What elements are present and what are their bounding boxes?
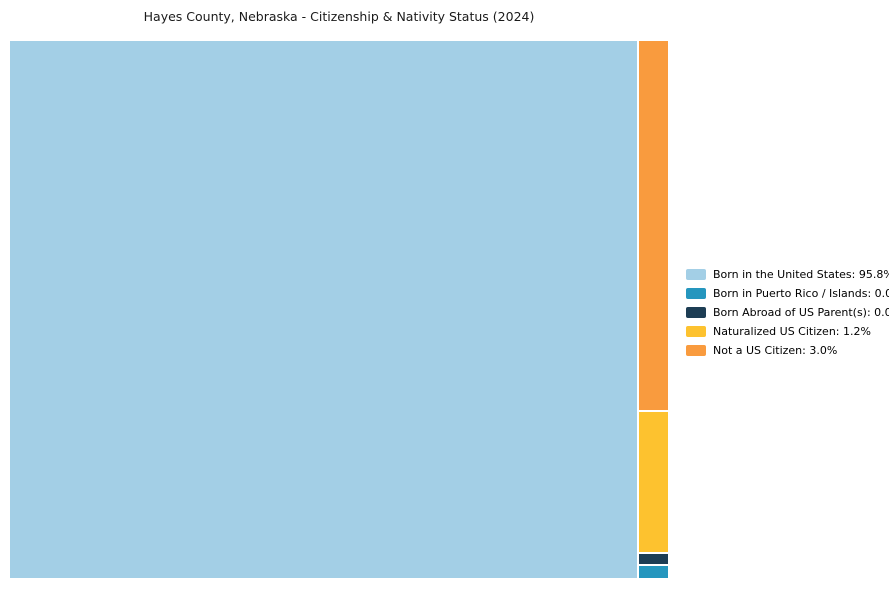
treemap [10,41,668,578]
treemap-segment-4 [639,41,668,410]
legend-item-3: Naturalized US Citizen: 1.2% [686,322,889,341]
legend-item-4: Not a US Citizen: 3.0% [686,341,889,360]
legend-swatch-1 [686,288,706,299]
legend-swatch-4 [686,345,706,356]
treemap-segment-1 [639,566,668,578]
treemap-segment-2 [639,554,668,564]
legend-label-2: Born Abroad of US Parent(s): 0.0% [713,306,889,319]
legend: Born in the United States: 95.8% Born in … [686,265,889,360]
legend-swatch-2 [686,307,706,318]
treemap-segment-3 [639,412,668,552]
legend-item-1: Born in Puerto Rico / Islands: 0.0% [686,284,889,303]
legend-item-0: Born in the United States: 95.8% [686,265,889,284]
chart-title: Hayes County, Nebraska - Citizenship & N… [143,9,535,24]
legend-label-3: Naturalized US Citizen: 1.2% [713,325,871,338]
legend-label-1: Born in Puerto Rico / Islands: 0.0% [713,287,889,300]
legend-swatch-3 [686,326,706,337]
legend-label-0: Born in the United States: 95.8% [713,268,889,281]
legend-item-2: Born Abroad of US Parent(s): 0.0% [686,303,889,322]
treemap-segment-0 [10,41,637,578]
legend-label-4: Not a US Citizen: 3.0% [713,344,838,357]
legend-swatch-0 [686,269,706,280]
